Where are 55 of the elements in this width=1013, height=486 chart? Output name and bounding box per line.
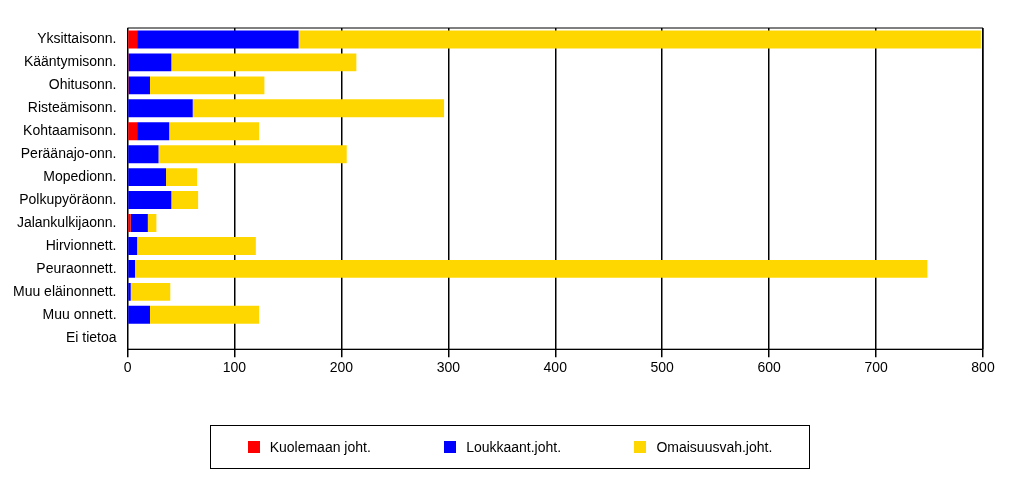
bar	[128, 145, 159, 164]
legend-label: Omaisuusvah.joht.	[655, 439, 773, 455]
y-tick-label: Ohitusonn.	[48, 76, 117, 93]
x-tick-label: 200	[329, 359, 354, 376]
bar	[149, 76, 265, 95]
bar	[147, 214, 157, 232]
y-tick-label: Peräänajo-onn.	[20, 145, 117, 162]
x-tick-label: 300	[436, 359, 461, 376]
y-tick-label: Peuraonnett.	[36, 259, 117, 276]
y-tick-label: Muu eläinonnett.	[12, 282, 117, 299]
bar	[192, 99, 445, 118]
x-tick-label: 500	[650, 359, 675, 376]
bar	[135, 259, 928, 278]
bar	[128, 259, 135, 278]
legend-label: Kuolemaan joht.	[268, 439, 371, 455]
bar	[128, 168, 167, 187]
bar	[128, 53, 172, 72]
bar	[169, 122, 260, 141]
bar	[137, 237, 256, 255]
bar	[137, 122, 170, 141]
bar	[298, 30, 981, 49]
y-tick-label: Ei tietoa	[65, 328, 117, 345]
bar	[149, 305, 260, 324]
y-tick-label: Mopedionn.	[43, 167, 117, 184]
x-tick-label: 100	[222, 359, 247, 376]
bar	[166, 168, 198, 187]
x-tick-label: 700	[864, 359, 888, 376]
bar	[128, 282, 131, 301]
bar	[128, 76, 150, 95]
legend-label: Loukkaant.joht.	[465, 439, 562, 455]
bar	[130, 214, 148, 232]
x-tick-label: 600	[757, 359, 782, 376]
y-tick-label: Yksittaisonn.	[37, 30, 117, 47]
y-tick-label: Kohtaamisonn.	[23, 122, 117, 139]
y-tick-label: Muu onnett.	[42, 305, 117, 322]
y-tick-label: Jalankulkijaonn.	[16, 213, 117, 230]
bar	[128, 30, 138, 49]
y-tick-label: Risteämisonn.	[27, 99, 117, 116]
bar	[128, 305, 150, 324]
bar	[171, 191, 199, 210]
y-tick-label: Hirvionnett.	[45, 236, 117, 253]
bar	[130, 282, 171, 301]
bar	[158, 145, 347, 164]
bar	[128, 214, 131, 232]
x-tick-label: 400	[543, 359, 568, 376]
bar	[128, 237, 138, 255]
x-tick-label: 800	[971, 359, 995, 376]
bar	[137, 30, 299, 49]
bar	[171, 53, 357, 72]
y-tick-label: Kääntymisonn.	[23, 53, 117, 70]
bar	[128, 191, 172, 210]
bar	[128, 122, 138, 141]
bar	[128, 99, 193, 118]
y-tick-label: Polkupyöräonn.	[19, 190, 117, 207]
x-tick-label: 0	[123, 359, 132, 376]
